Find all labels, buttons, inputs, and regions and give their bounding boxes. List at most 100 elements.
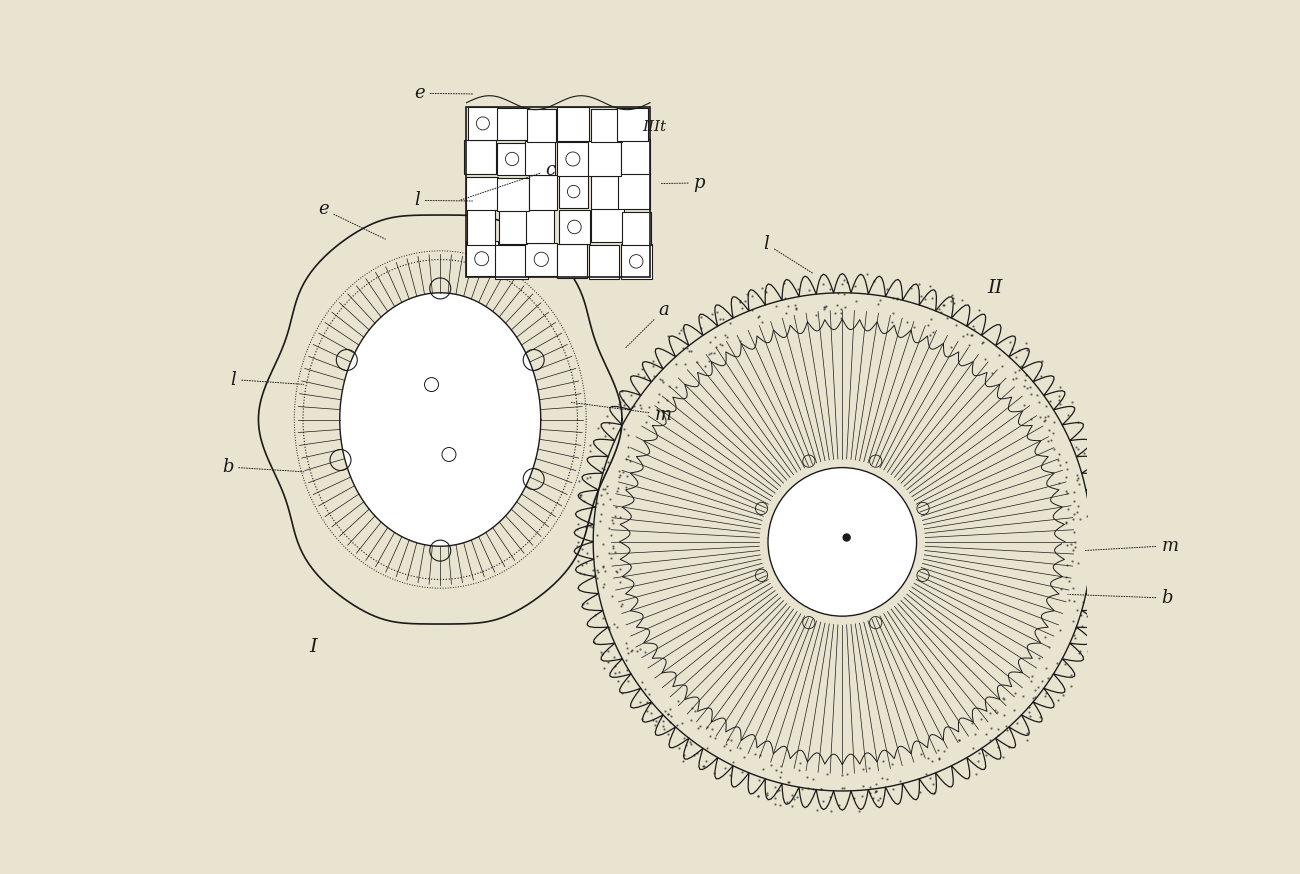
Point [1035, 430, 1056, 444]
Point [577, 598, 598, 612]
Point [820, 297, 841, 311]
Point [796, 795, 816, 809]
Point [826, 295, 846, 309]
Bar [556, 142, 589, 176]
Point [1084, 454, 1105, 468]
Point [1075, 625, 1096, 639]
Text: I: I [309, 638, 317, 656]
Point [900, 305, 920, 319]
Point [1026, 667, 1046, 681]
Point [962, 316, 983, 329]
Point [692, 712, 712, 726]
Point [763, 302, 784, 316]
Point [878, 765, 898, 779]
Bar [497, 142, 528, 175]
Point [599, 483, 620, 497]
Point [1098, 510, 1119, 524]
Point [1053, 407, 1074, 421]
Point [1080, 640, 1101, 654]
Point [900, 295, 920, 309]
Bar [467, 209, 495, 245]
Point [696, 727, 716, 741]
Point [619, 397, 640, 411]
Point [827, 270, 848, 284]
Point [988, 725, 1009, 739]
Point [1053, 672, 1074, 686]
Point [718, 309, 738, 323]
Point [959, 731, 980, 745]
Point [754, 776, 775, 790]
Point [933, 737, 954, 751]
Bar [467, 108, 650, 278]
Point [755, 780, 776, 794]
Point [618, 426, 638, 440]
Point [1041, 378, 1062, 392]
Point [671, 723, 692, 737]
Text: c: c [460, 161, 555, 200]
Point [758, 746, 779, 760]
Point [1060, 590, 1080, 604]
Point [828, 291, 849, 305]
Point [1037, 659, 1058, 673]
Point [1079, 445, 1100, 459]
Point [569, 478, 590, 492]
Point [1069, 533, 1089, 547]
Point [1070, 579, 1091, 593]
Point [720, 289, 741, 303]
Bar [529, 175, 558, 211]
Point [572, 517, 593, 531]
Point [632, 408, 653, 422]
Point [1045, 685, 1066, 699]
Point [660, 690, 681, 704]
Point [1086, 504, 1106, 518]
Point [989, 355, 1010, 369]
Point [1067, 495, 1088, 509]
Point [1039, 437, 1060, 451]
Point [615, 410, 636, 424]
Text: b: b [1067, 589, 1173, 607]
Point [1069, 667, 1089, 681]
Point [599, 556, 620, 570]
Point [729, 739, 750, 753]
Point [623, 395, 644, 409]
Point [970, 309, 991, 323]
Point [606, 517, 627, 531]
Point [598, 482, 619, 496]
Point [714, 728, 734, 742]
Point [749, 759, 770, 773]
Point [593, 461, 614, 475]
Point [1056, 533, 1076, 547]
Point [809, 293, 829, 307]
Point [919, 319, 940, 333]
Point [763, 780, 784, 794]
Point [586, 450, 607, 464]
Point [982, 333, 1002, 347]
Bar [465, 241, 498, 276]
Point [848, 265, 868, 279]
Point [663, 701, 684, 715]
Point [1060, 568, 1080, 582]
Point [991, 716, 1011, 730]
Point [971, 343, 992, 357]
Point [803, 777, 824, 791]
Point [1082, 477, 1102, 491]
Point [1084, 608, 1105, 622]
Point [684, 363, 705, 377]
Point [1037, 704, 1058, 718]
Point [1075, 501, 1096, 515]
Point [876, 304, 897, 318]
Point [913, 320, 933, 334]
Point [647, 679, 668, 693]
Point [896, 760, 916, 773]
Point [1014, 357, 1035, 371]
Point [801, 792, 822, 806]
Point [1002, 694, 1023, 708]
Point [853, 758, 874, 772]
Point [1017, 405, 1037, 419]
Point [833, 272, 854, 286]
Point [944, 732, 965, 746]
Point [828, 295, 849, 309]
Point [875, 766, 896, 780]
Polygon shape [339, 293, 541, 546]
Point [664, 330, 685, 344]
